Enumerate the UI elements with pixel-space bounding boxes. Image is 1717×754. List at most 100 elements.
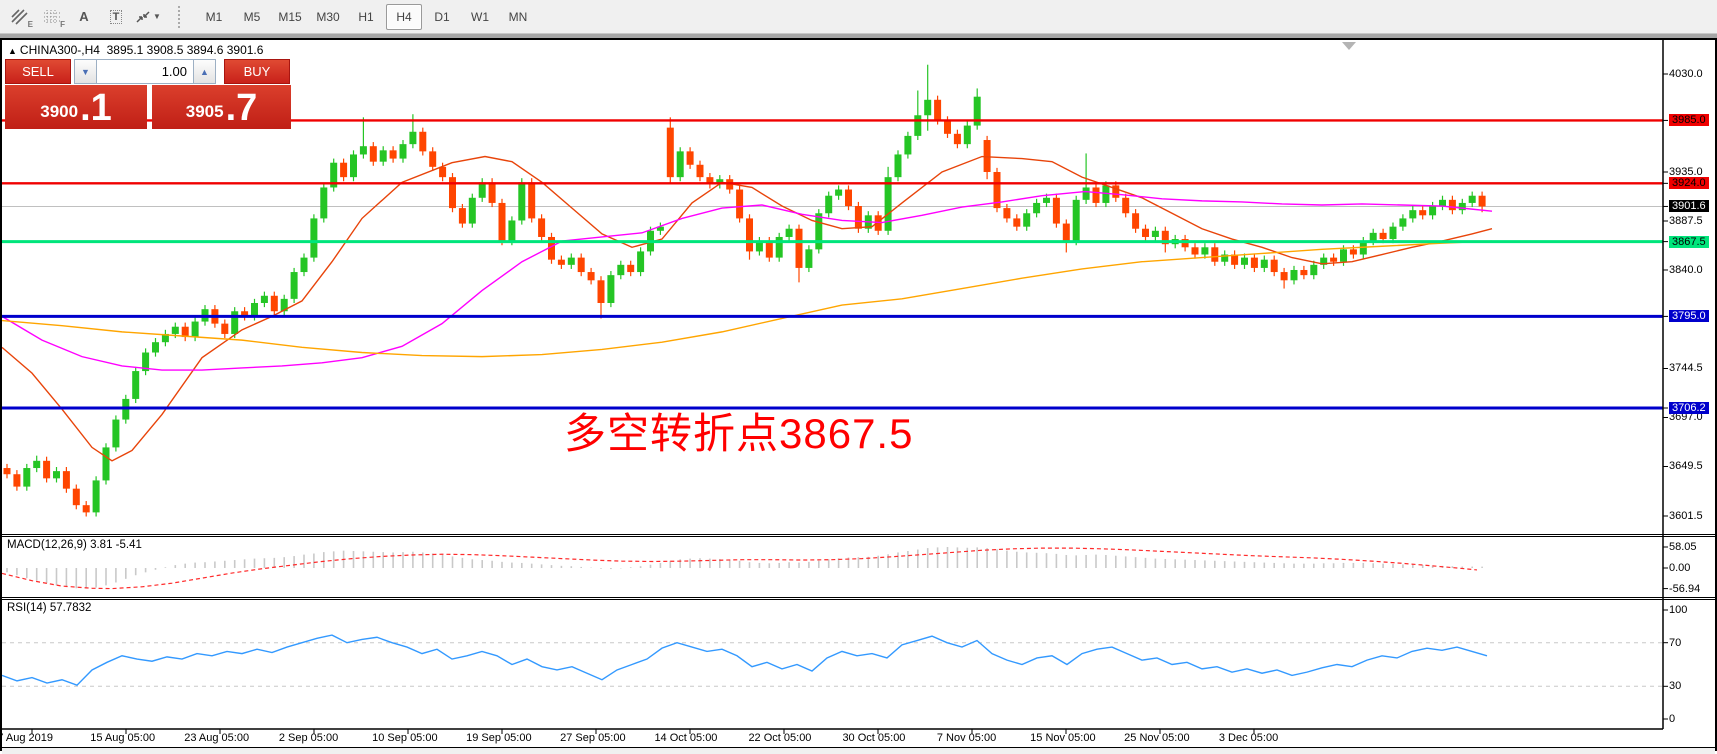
toolbar-grip[interactable]	[178, 5, 185, 28]
candle-body	[1320, 257, 1328, 265]
candle-body	[1072, 199, 1080, 242]
candle-body	[894, 154, 902, 178]
candle-body	[280, 298, 288, 312]
macd-scale-0: 0.00	[1669, 562, 1691, 574]
volume-decrease-button[interactable]: ▼	[74, 59, 97, 84]
timeframe-button-m5[interactable]: M5	[243, 9, 261, 24]
candle-body	[1102, 185, 1110, 203]
candle-body	[320, 187, 328, 219]
ask-price-pips: .7	[225, 87, 258, 129]
rsi-scale-100: 100	[1669, 604, 1688, 616]
candle-body	[775, 236, 783, 258]
candle-body	[171, 326, 179, 334]
rsi-label: RSI(14) 57.7832	[7, 602, 92, 614]
price-chart-canvas[interactable]	[2, 40, 1715, 749]
buy-button[interactable]: BUY	[224, 59, 290, 84]
candle-body	[874, 215, 882, 231]
candle-body	[944, 120, 951, 134]
timeframe-button-mn[interactable]: MN	[508, 9, 528, 24]
candle-body	[1260, 259, 1268, 268]
text-box-icon[interactable]: T	[100, 3, 132, 31]
macd-panel-separator[interactable]	[2, 534, 1715, 535]
timeframe-button-m15[interactable]: M15	[278, 9, 302, 24]
candle-body	[399, 144, 407, 159]
candle-body	[1458, 202, 1466, 211]
collapse-triangle-icon[interactable]: ▲	[8, 46, 17, 56]
ma-fast-line	[2, 155, 1493, 462]
drawing-tools-group: E F A T ▼	[0, 0, 168, 33]
price-level-label-3795.0: 3795.0	[1669, 309, 1709, 323]
ma-slow-line	[2, 240, 1493, 358]
candle-body	[1448, 199, 1456, 211]
candle-body	[1369, 232, 1377, 242]
chart-header: ▲ CHINA300-,H4 3895.1 3908.5 3894.6 3901.…	[8, 43, 263, 57]
candle-body	[221, 323, 229, 334]
candle-body	[1241, 257, 1248, 265]
candle-body	[310, 218, 318, 258]
candle-body	[607, 275, 615, 303]
ma-mid-line	[2, 190, 1493, 371]
candle-body	[1379, 232, 1387, 240]
candle-body	[934, 99, 942, 121]
candle-body	[785, 228, 793, 237]
candle-body	[102, 447, 110, 481]
candle-body	[3, 468, 11, 475]
bid-quote[interactable]: 3900 .1	[5, 85, 147, 129]
candle-body	[191, 321, 199, 338]
volume-input[interactable]: 1.00	[97, 59, 193, 84]
chart-shift-marker-icon[interactable]	[1342, 42, 1356, 50]
candle-body	[350, 154, 357, 178]
volume-increase-button[interactable]: ▲	[193, 59, 216, 84]
candle-body	[330, 162, 338, 188]
time-label: 2 Sep 05:00	[278, 732, 339, 744]
candle-body	[161, 333, 169, 343]
timeframe-button-h1[interactable]: H1	[358, 9, 374, 24]
candle-body	[142, 352, 150, 372]
candle-body	[557, 259, 565, 265]
candle-body	[1191, 247, 1199, 255]
price-level-label-3985.0: 3985.0	[1669, 113, 1709, 127]
timeframe-button-h4[interactable]: H4	[386, 3, 422, 30]
candle-body	[92, 480, 100, 513]
timeframe-group: M1 M5 M15 M30 H1 H4 D1 W1 MN	[191, 0, 541, 33]
candle-body	[1439, 199, 1446, 207]
candle-body	[825, 195, 833, 214]
timeframe-button-w1[interactable]: W1	[471, 9, 489, 24]
candle-body	[290, 272, 298, 299]
candle-body	[953, 133, 961, 145]
candle-body	[449, 177, 456, 209]
timeframe-button-d1[interactable]: D1	[434, 9, 450, 24]
timeframe-button-m30[interactable]: M30	[316, 9, 340, 24]
candle-body	[1052, 197, 1060, 224]
chart-window[interactable]: ▲ CHINA300-,H4 3895.1 3908.5 3894.6 3901.…	[0, 38, 1717, 754]
candle-body	[270, 295, 278, 312]
candle-body	[587, 272, 595, 281]
candle-body	[1082, 187, 1090, 200]
candle-body	[468, 197, 476, 224]
rsi-panel-separator[interactable]	[2, 597, 1715, 598]
candle-body	[736, 189, 744, 219]
rsi-line	[2, 634, 1488, 687]
pivot-annotation-text: 多空转折点3867.5	[564, 410, 914, 457]
macd-scale--56.94: -56.94	[1669, 582, 1701, 595]
objects-arrows-icon[interactable]: ▼	[132, 3, 164, 31]
candle-body	[1300, 269, 1308, 276]
candle-body	[577, 257, 585, 273]
candle-body	[1033, 202, 1041, 214]
candle-body	[429, 151, 437, 167]
ask-price-int: 3905	[185, 102, 224, 121]
candle-body	[1211, 247, 1219, 262]
sell-button[interactable]: SELL	[5, 59, 71, 84]
candle-body	[854, 206, 862, 229]
text-label-icon[interactable]: A	[79, 9, 89, 24]
macd-scale-58.05: 58.05	[1669, 541, 1697, 553]
ask-quote[interactable]: 3905 .7	[152, 85, 291, 129]
indicators-icon[interactable]: E	[4, 3, 36, 31]
candle-body	[43, 460, 51, 479]
rsi-scale-70: 70	[1669, 636, 1682, 649]
candle-body	[924, 99, 932, 116]
time-label: 14 Oct 05:00	[654, 732, 718, 744]
timeframe-button-m1[interactable]: M1	[205, 9, 223, 24]
grid-icon[interactable]: F	[36, 3, 68, 31]
candle-body	[498, 202, 506, 242]
